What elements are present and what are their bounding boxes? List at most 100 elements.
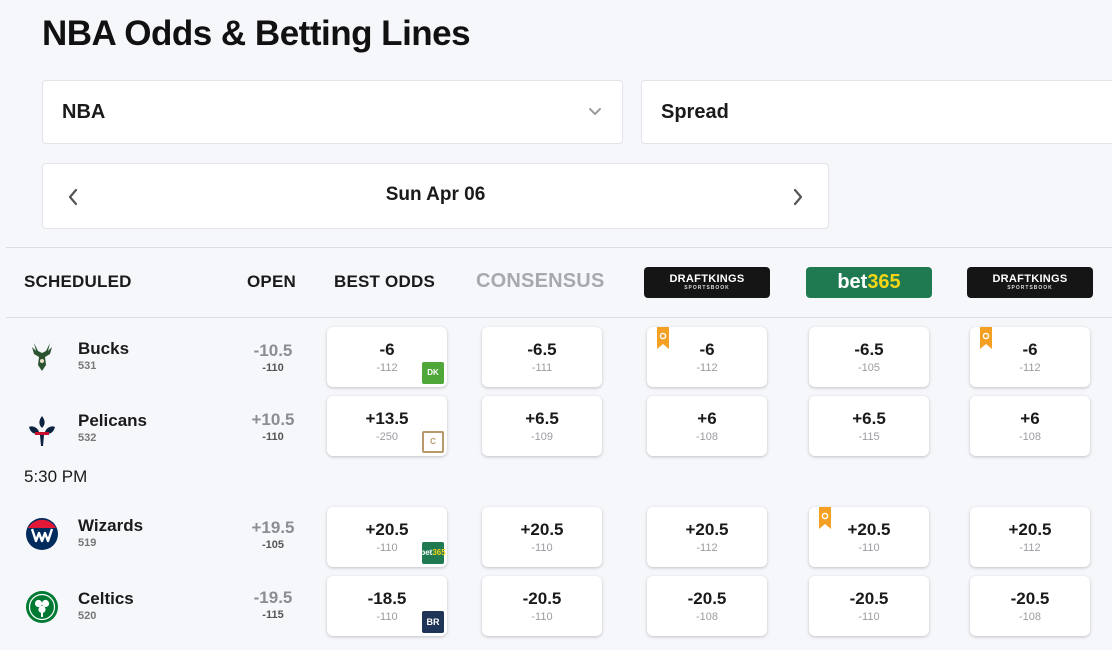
league-select-value: NBA (62, 100, 106, 123)
date-navigator: Sun Apr 06 (42, 163, 829, 229)
odds: -112 (696, 542, 718, 554)
odds: -112 (1019, 542, 1041, 554)
spread: +20.5 (847, 520, 891, 539)
odds: -110 (376, 611, 398, 623)
spread: +13.5 (365, 409, 409, 428)
best-odds-cell[interactable]: -6 -112 DK (327, 327, 447, 387)
spread: -6.5 (854, 340, 884, 359)
spread: +6 (697, 409, 717, 428)
open-odds: -110 (262, 362, 284, 374)
odds: -110 (858, 611, 880, 623)
spread: +20.5 (520, 520, 564, 539)
team-name: Celtics (78, 589, 134, 608)
odds: -105 (857, 362, 881, 374)
chevron-right-icon (793, 188, 803, 206)
spread: -18.5 (367, 589, 407, 608)
odds: -108 (1018, 611, 1042, 623)
draftkings-odds-cell[interactable]: -6 -112 (647, 327, 767, 387)
team-rotation-number: 519 (78, 537, 97, 549)
consensus-cell[interactable]: -6.5 -111 (482, 327, 602, 387)
wizards-logo-icon (26, 518, 58, 550)
chevron-down-icon (589, 108, 601, 115)
draftkings-odds-cell-2[interactable]: -6 -112 (970, 327, 1090, 387)
spread: -20.5 (522, 589, 562, 608)
draftkings-odds-cell[interactable]: +6 -108 (647, 396, 767, 456)
spread: +20.5 (1008, 520, 1052, 539)
game-time: 5:30 PM (24, 467, 88, 486)
draftkings-logo-text: DRAFTKINGS (992, 273, 1068, 285)
odds: -112 (696, 362, 718, 374)
caesars-icon: C (422, 431, 444, 453)
bet365-odds-cell[interactable]: -6.5 -105 (809, 327, 929, 387)
team-name: Bucks (78, 339, 130, 358)
prev-date-button[interactable] (63, 186, 83, 208)
open-odds: -110 (262, 431, 284, 443)
boost-bookmark-icon (819, 507, 831, 529)
bet365-odds-cell[interactable]: +20.5 -110 (809, 507, 929, 567)
draftkings-odds-cell-2[interactable]: +6 -108 (970, 396, 1090, 456)
pelicans-logo-icon (29, 416, 55, 446)
draftkings-odds-cell-2[interactable]: +20.5 -112 (970, 507, 1090, 567)
bet365-icon-text-b: 365 (432, 548, 446, 558)
column-header-best-odds: BEST ODDS (334, 272, 435, 291)
spread: -20.5 (849, 589, 889, 608)
best-odds-cell[interactable]: +20.5 -110 bet 365 (327, 507, 447, 567)
open-line: -19.5 -115 (238, 588, 308, 621)
bet365-logo[interactable]: bet 365 (806, 267, 932, 298)
odds: -110 (858, 542, 880, 554)
open-odds: -105 (261, 539, 285, 551)
market-select[interactable]: Spread (641, 80, 1112, 144)
best-odds-cell[interactable]: +13.5 -250 C (327, 396, 447, 456)
team-rotation-number: 532 (78, 432, 97, 444)
open-spread: -10.5 (253, 341, 293, 360)
odds: -108 (695, 431, 719, 443)
draftkings-logo-sub: SPORTSBOOK (1007, 285, 1053, 291)
open-spread: +19.5 (251, 518, 295, 537)
draftkings-icon: DK (422, 362, 444, 384)
consensus-cell[interactable]: +20.5 -110 (482, 507, 602, 567)
bet365-icon: bet 365 (420, 542, 446, 564)
odds: -110 (376, 542, 398, 554)
draftkings-logo[interactable]: DRAFTKINGS SPORTSBOOK (644, 267, 770, 298)
spread: -20.5 (1010, 589, 1050, 608)
team-rotation-number: 531 (78, 360, 97, 372)
draftkings-odds-cell[interactable]: +20.5 -112 (647, 507, 767, 567)
odds: -108 (1018, 431, 1042, 443)
open-odds: -115 (262, 609, 284, 621)
next-date-button[interactable] (788, 186, 808, 208)
spread: -6 (699, 340, 715, 359)
boost-bookmark-icon (980, 327, 992, 349)
league-select[interactable]: NBA (42, 80, 623, 144)
best-odds-cell[interactable]: -18.5 -110 BR (327, 576, 447, 636)
boost-bookmark-icon (657, 327, 669, 349)
odds: -111 (531, 362, 553, 374)
spread: -6 (379, 340, 395, 359)
page-title: NBA Odds & Betting Lines (42, 14, 471, 53)
team-rotation-number: 520 (78, 610, 97, 622)
market-select-value: Spread (661, 100, 729, 123)
open-line: +19.5 -105 (238, 518, 308, 551)
spread: +6 (1020, 409, 1040, 428)
odds: -115 (858, 431, 880, 443)
bet365-odds-cell[interactable]: -20.5 -110 (809, 576, 929, 636)
column-header-open: OPEN (247, 272, 296, 291)
spread: -6 (1022, 340, 1038, 359)
spread: -20.5 (687, 589, 727, 608)
draftkings-logo-2[interactable]: DRAFTKINGS SPORTSBOOK (967, 267, 1093, 298)
column-header-consensus: CONSENSUS (476, 270, 605, 292)
divider (6, 247, 1112, 248)
column-header-scheduled: SCHEDULED (24, 272, 132, 291)
consensus-cell[interactable]: -20.5 -110 (482, 576, 602, 636)
spread: +20.5 (685, 520, 729, 539)
draftkings-logo-text: DRAFTKINGS (669, 273, 745, 285)
date-label: Sun Apr 06 (385, 184, 486, 205)
spread: -6.5 (527, 340, 557, 359)
bet365-odds-cell[interactable]: +6.5 -115 (809, 396, 929, 456)
celtics-logo-icon (26, 591, 58, 623)
open-line: -10.5 -110 (238, 341, 308, 374)
team-name: Pelicans (78, 411, 147, 430)
spread: +6.5 (852, 409, 886, 428)
consensus-cell[interactable]: +6.5 -109 (482, 396, 602, 456)
draftkings-odds-cell-2[interactable]: -20.5 -108 (970, 576, 1090, 636)
draftkings-odds-cell[interactable]: -20.5 -108 (647, 576, 767, 636)
